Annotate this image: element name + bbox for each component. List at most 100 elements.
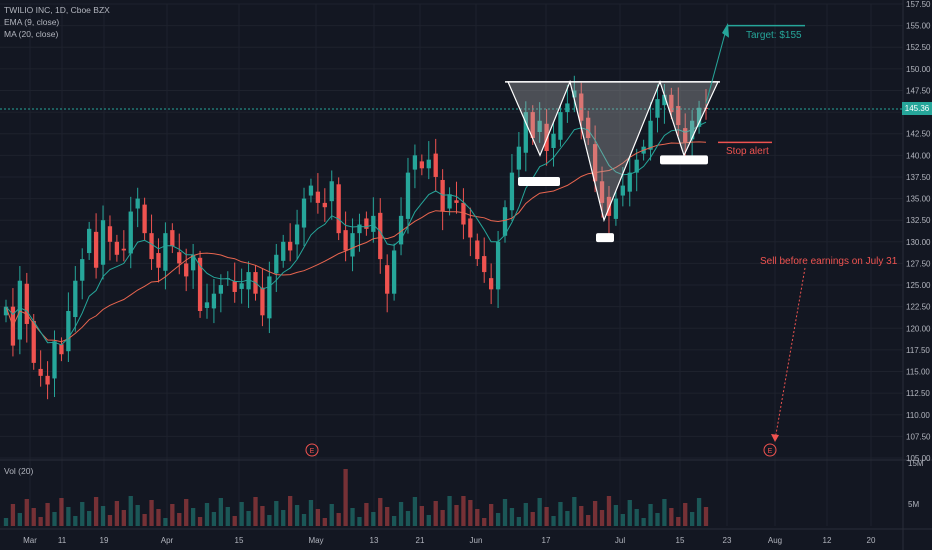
volume-bar <box>627 500 632 526</box>
candle-body <box>66 310 71 352</box>
time-tick-label: 21 <box>416 536 425 545</box>
volume-bar <box>447 496 452 526</box>
earnings-arrowhead <box>771 434 779 442</box>
target-arrow <box>705 29 727 104</box>
volume-bar <box>24 499 29 526</box>
candle-body <box>599 181 605 203</box>
volume-bar <box>419 506 424 526</box>
candle-body <box>274 254 279 274</box>
earnings-note: Sell before earnings on July 31 <box>760 256 898 267</box>
time-tick-label: May <box>308 536 323 545</box>
volume-bar <box>232 516 237 526</box>
volume-bar <box>391 516 397 526</box>
volume-bar <box>315 509 321 526</box>
candle-body <box>59 344 64 355</box>
ma-line <box>5 141 707 343</box>
candle-body <box>669 94 674 113</box>
volume-bar <box>641 518 646 526</box>
candle-body <box>17 280 23 340</box>
candle-body <box>620 185 625 196</box>
volume-bar <box>426 515 431 526</box>
time-tick-label: 11 <box>58 536 67 545</box>
volume-bar <box>177 513 182 526</box>
volume-bar <box>239 502 244 526</box>
earnings-marker <box>305 443 319 457</box>
candle-body <box>322 202 327 208</box>
candle-body <box>156 253 161 268</box>
volume-bar <box>523 503 528 526</box>
target-annotation: Target: $155 <box>746 30 802 41</box>
candle-body <box>398 215 404 245</box>
candle-body <box>371 215 376 232</box>
volume-bar <box>190 508 196 526</box>
volume-bar <box>260 506 265 526</box>
volume-tick-label: 15M <box>908 459 924 468</box>
price-tick-label: 110.00 <box>906 411 930 420</box>
candle-body <box>121 248 126 251</box>
price-tick-label: 155.00 <box>906 22 931 31</box>
candle-body <box>412 155 418 170</box>
candle-body <box>426 159 431 169</box>
price-tick-label: 115.00 <box>906 368 930 377</box>
volume-bar <box>683 503 688 526</box>
candle-body <box>447 194 452 209</box>
candle-body <box>683 128 688 143</box>
candle-body <box>190 254 196 271</box>
candle-body <box>495 241 501 290</box>
candle-body <box>350 233 355 257</box>
volume-bar <box>551 516 556 526</box>
candle-body <box>294 224 300 245</box>
candle-body <box>378 212 383 260</box>
candle-body <box>579 93 584 121</box>
candle-body <box>502 207 508 236</box>
candle-body <box>100 220 106 265</box>
ema-legend: EMA (9, close) <box>4 17 60 27</box>
volume-bar <box>537 498 542 526</box>
candle-body <box>246 272 251 290</box>
candle-body <box>648 120 653 150</box>
candle-body <box>170 230 175 247</box>
candle-body <box>662 94 667 106</box>
candle-body <box>260 287 265 316</box>
volume-bar <box>31 508 36 526</box>
time-tick-label: 20 <box>867 536 876 545</box>
candle-body <box>537 120 542 132</box>
candle-body <box>329 181 334 202</box>
earnings-arrow <box>774 267 806 441</box>
volume-bar <box>100 506 106 526</box>
volume-bar <box>558 502 563 526</box>
candle-body <box>357 224 362 234</box>
price-tick-label: 120.00 <box>906 324 931 333</box>
candle-body <box>696 107 702 127</box>
volume-bar <box>38 517 43 526</box>
volume-bar <box>163 518 168 526</box>
candle-body <box>114 241 120 255</box>
time-tick-label: 17 <box>542 536 551 545</box>
volume-bar <box>288 496 293 526</box>
volume-bar <box>184 499 189 526</box>
candle-body <box>87 228 92 254</box>
candle-body <box>135 198 140 209</box>
volume-bar <box>52 512 57 526</box>
volume-bar <box>218 498 223 526</box>
price-tick-label: 137.50 <box>906 173 931 182</box>
volume-bar <box>509 508 515 526</box>
candle-body <box>586 117 591 139</box>
price-tick-label: 157.50 <box>906 0 931 9</box>
candle-body <box>3 306 9 316</box>
candle-body <box>38 368 43 376</box>
volume-bar <box>329 504 334 526</box>
candle-body <box>52 341 57 379</box>
volume-bar <box>398 502 404 526</box>
price-tick-label: 147.50 <box>906 86 931 95</box>
volume-bar <box>135 505 140 526</box>
price-tick-label: 107.50 <box>906 432 931 441</box>
candle-body <box>482 256 487 273</box>
candle-body <box>239 283 244 289</box>
volume-bar <box>246 511 251 526</box>
chart-legend: TWILIO INC, 1D, Cboe BZX EMA (9, close) … <box>4 4 110 40</box>
volume-bar <box>440 510 445 526</box>
candle-body <box>211 293 217 309</box>
volume-bar <box>579 506 584 526</box>
